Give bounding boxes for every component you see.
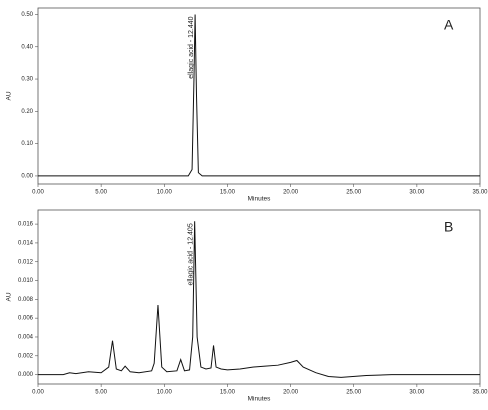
x-tick-label: 20.00 <box>283 390 299 396</box>
peak-annotation: ellagic acid - 12.405 <box>188 223 195 285</box>
peak-annotation: ellagic acid - 12.440 <box>188 16 195 78</box>
y-tick-label: 0.008 <box>18 297 34 303</box>
y-tick-label: 0.00 <box>21 174 33 180</box>
y-tick-label: 0.006 <box>18 316 34 322</box>
x-axis-label: Minutes <box>248 196 272 203</box>
y-tick-label: 0.002 <box>18 353 34 359</box>
x-tick-label: 30.00 <box>409 190 425 196</box>
y-tick-label: 0.40 <box>21 44 33 50</box>
x-tick-label: 35.00 <box>472 190 488 196</box>
y-tick-label: 0.000 <box>18 372 34 378</box>
x-tick-label: 10.00 <box>157 390 173 396</box>
panel: 0.00 5.00 10.00 15.00 20.00 25.00 30.00 35.00 0.… <box>6 209 488 403</box>
x-tick-label: 25.00 <box>346 390 362 396</box>
x-tick-label: 30.00 <box>409 390 425 396</box>
y-axis-label: AU <box>6 292 13 301</box>
y-tick-label: 0.016 <box>18 222 34 228</box>
x-tick-label: 15.00 <box>220 190 236 196</box>
x-tick-label: 0.00 <box>32 390 44 396</box>
panel: 0.00 5.00 10.00 15.00 20.00 25.00 30.00 35.00 0.… <box>6 7 488 203</box>
y-tick-label: 0.014 <box>18 240 34 246</box>
panel-label: A <box>444 17 454 33</box>
y-tick-label: 0.20 <box>21 109 33 115</box>
x-tick-label: 0.00 <box>32 190 44 196</box>
x-tick-label: 15.00 <box>220 390 236 396</box>
y-tick-label: 0.004 <box>18 335 34 341</box>
y-tick-label: 0.010 <box>18 278 34 284</box>
x-tick-label: 10.00 <box>157 190 173 196</box>
x-tick-label: 5.00 <box>95 390 107 396</box>
trace <box>38 14 480 177</box>
x-tick-label: 35.00 <box>472 390 488 396</box>
y-tick-label: 0.012 <box>18 259 34 265</box>
y-axis-label: AU <box>6 91 13 100</box>
y-tick-label: 0.10 <box>21 141 33 147</box>
y-tick-label: 0.30 <box>21 77 33 83</box>
x-tick-label: 20.00 <box>283 190 299 196</box>
panel-label: B <box>444 219 453 235</box>
y-tick-label: 0.50 <box>21 12 33 18</box>
x-axis-label: Minutes <box>248 396 272 403</box>
trace <box>38 221 480 378</box>
plot-frame <box>37 209 481 385</box>
x-tick-label: 5.00 <box>95 190 107 196</box>
x-tick-label: 25.00 <box>346 190 362 196</box>
plot-frame <box>37 7 481 185</box>
